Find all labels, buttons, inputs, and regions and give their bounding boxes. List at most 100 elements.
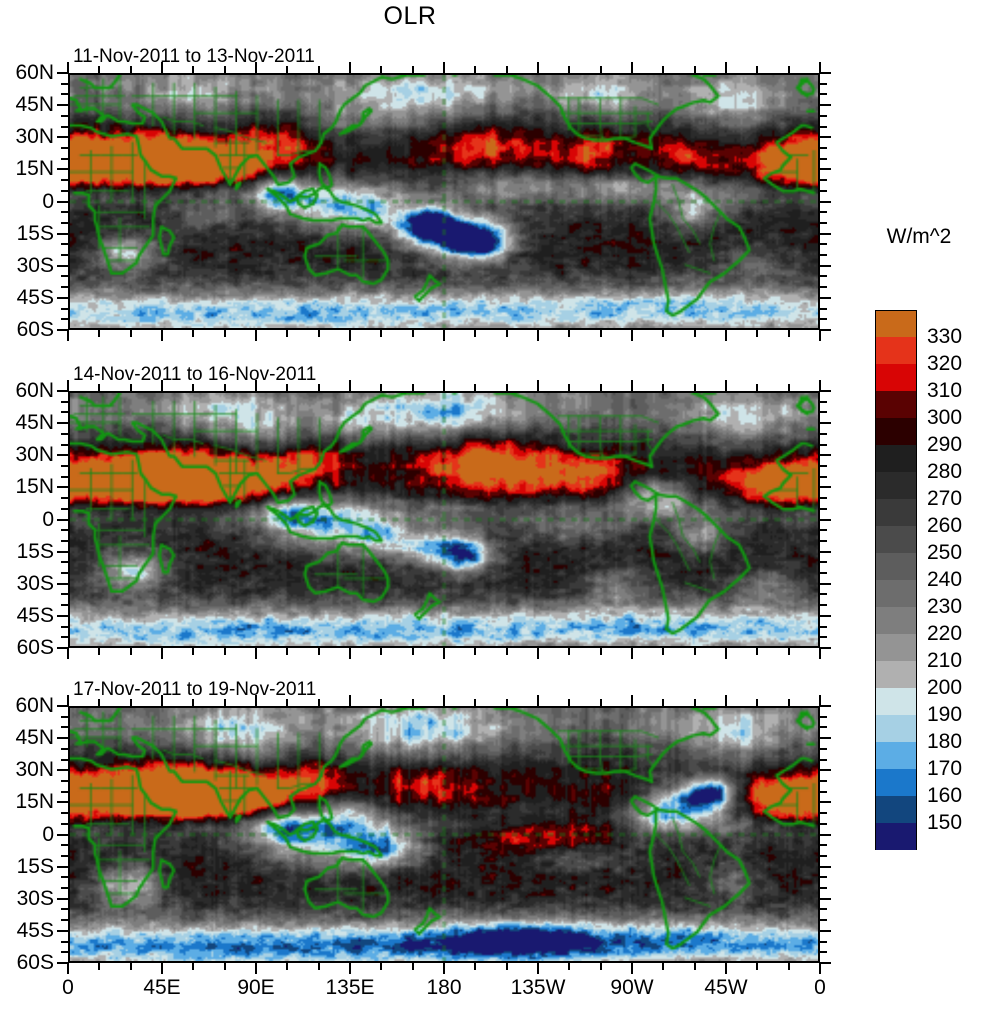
y-axis-minor-tick bbox=[820, 243, 827, 246]
x-axis-tick bbox=[725, 695, 727, 706]
y-axis-minor-tick bbox=[61, 82, 68, 85]
y-axis-minor-tick bbox=[61, 189, 68, 192]
panel-title-1: 11-Nov-2011 to 13-Nov-2011 bbox=[73, 46, 315, 67]
x-axis-minor-tick bbox=[286, 384, 289, 391]
panel-title-2: 14-Nov-2011 to 16-Nov-2011 bbox=[73, 364, 317, 385]
x-axis-minor-tick bbox=[474, 963, 477, 970]
x-axis-tick bbox=[161, 380, 163, 391]
x-axis-minor-tick bbox=[505, 66, 508, 73]
x-axis-tick bbox=[255, 963, 257, 974]
x-axis-tick bbox=[349, 695, 351, 706]
y-axis-minor-tick bbox=[61, 758, 68, 761]
y-axis-minor-tick bbox=[820, 625, 827, 628]
x-axis-minor-tick bbox=[98, 963, 101, 970]
x-axis-minor-tick bbox=[380, 384, 383, 391]
y-axis-tick bbox=[820, 486, 831, 489]
colorbar-swatch bbox=[875, 418, 917, 446]
colorbar-tick-label: 300 bbox=[927, 406, 963, 429]
x-axis-minor-tick bbox=[756, 384, 759, 391]
x-axis-minor-tick bbox=[599, 963, 602, 970]
x-axis-tick bbox=[631, 963, 633, 974]
y-axis-label: 30S bbox=[16, 886, 54, 910]
colorbar-swatch bbox=[875, 607, 917, 635]
x-axis-minor-tick bbox=[98, 648, 101, 655]
x-axis-tick bbox=[537, 62, 539, 73]
x-axis-tick bbox=[67, 330, 69, 341]
y-axis-minor-tick bbox=[61, 822, 68, 825]
y-axis-minor-tick bbox=[820, 179, 827, 182]
x-axis-minor-tick bbox=[223, 66, 226, 73]
x-axis-minor-tick bbox=[505, 963, 508, 970]
y-axis-minor-tick bbox=[61, 497, 68, 500]
x-axis-minor-tick bbox=[568, 699, 571, 706]
colorbar-tick-label: 150 bbox=[927, 811, 963, 834]
y-axis-minor-tick bbox=[820, 715, 827, 718]
y-axis-tick bbox=[820, 647, 831, 649]
olr-field-1 bbox=[70, 75, 818, 328]
y-axis-tick bbox=[820, 550, 831, 553]
map-panel-1: 11-Nov-2011 to 13-Nov-2011 60N 45N 30N 15N 0… bbox=[15, 46, 831, 341]
x-axis-tick bbox=[537, 648, 539, 659]
x-axis-tick bbox=[443, 380, 445, 391]
y-axis-minor-tick bbox=[820, 507, 827, 510]
y-axis-label: 60N bbox=[15, 61, 54, 84]
x-axis-minor-tick bbox=[129, 384, 132, 391]
y-axis-tick bbox=[57, 962, 68, 964]
map-frame-2 bbox=[68, 391, 820, 648]
y-axis-minor-tick bbox=[820, 854, 827, 857]
x-axis-tick bbox=[255, 380, 257, 391]
y-axis-minor-tick bbox=[61, 157, 68, 160]
y-axis-minor-tick bbox=[61, 211, 68, 214]
x-axis-tick bbox=[67, 695, 69, 706]
y-axis-label: 45S bbox=[16, 918, 54, 942]
x-axis-tick bbox=[349, 648, 351, 659]
y-axis-minor-tick bbox=[820, 125, 827, 128]
x-axis-minor-tick bbox=[474, 66, 477, 73]
x-axis-label: 45W bbox=[704, 976, 748, 999]
x-axis-minor-tick bbox=[693, 66, 696, 73]
y-axis-minor-tick bbox=[61, 887, 68, 890]
x-axis-minor-tick bbox=[568, 66, 571, 73]
x-axis-tick bbox=[725, 330, 727, 341]
y-axis-tick bbox=[820, 329, 831, 331]
y-axis-tick bbox=[57, 390, 68, 392]
y-axis-minor-tick bbox=[61, 432, 68, 435]
y-axis-tick bbox=[57, 486, 68, 489]
colorbar-tick-label: 250 bbox=[927, 541, 963, 564]
y-axis-tick bbox=[57, 296, 68, 299]
x-axis-minor-tick bbox=[192, 963, 195, 970]
y-axis-minor-tick bbox=[61, 125, 68, 128]
x-axis-minor-tick bbox=[286, 330, 289, 337]
x-axis-minor-tick bbox=[474, 648, 477, 655]
y-axis-minor-tick bbox=[61, 726, 68, 729]
x-axis-minor-tick bbox=[411, 648, 414, 655]
colorbar-tick-label: 240 bbox=[927, 568, 963, 591]
y-axis-tick bbox=[57, 200, 68, 203]
x-axis-minor-tick bbox=[505, 330, 508, 337]
colorbar-swatch bbox=[875, 661, 917, 689]
y-axis-minor-tick bbox=[61, 539, 68, 542]
x-axis-minor-tick bbox=[223, 963, 226, 970]
x-axis-minor-tick bbox=[599, 330, 602, 337]
y-axis-minor-tick bbox=[61, 275, 68, 278]
x-axis-minor-tick bbox=[568, 330, 571, 337]
y-axis-tick bbox=[820, 200, 831, 203]
colorbar-swatch bbox=[875, 364, 917, 392]
map-frame-3 bbox=[68, 706, 820, 963]
x-axis-minor-tick bbox=[599, 66, 602, 73]
x-axis-minor-tick bbox=[129, 699, 132, 706]
x-axis-tick bbox=[819, 963, 821, 974]
x-axis-tick bbox=[725, 648, 727, 659]
y-axis-tick bbox=[820, 897, 831, 900]
y-axis-label: 30S bbox=[16, 571, 54, 595]
colorbar-units-label: W/m^2 bbox=[886, 225, 952, 248]
x-axis-tick bbox=[631, 648, 633, 659]
x-axis-tick bbox=[443, 62, 445, 73]
x-axis-minor-tick bbox=[317, 330, 320, 337]
y-axis-tick bbox=[820, 737, 831, 740]
x-axis-minor-tick bbox=[505, 648, 508, 655]
y-axis-minor-tick bbox=[820, 189, 827, 192]
y-axis-minor-tick bbox=[820, 211, 827, 214]
x-axis-minor-tick bbox=[599, 384, 602, 391]
x-axis-tick bbox=[631, 695, 633, 706]
